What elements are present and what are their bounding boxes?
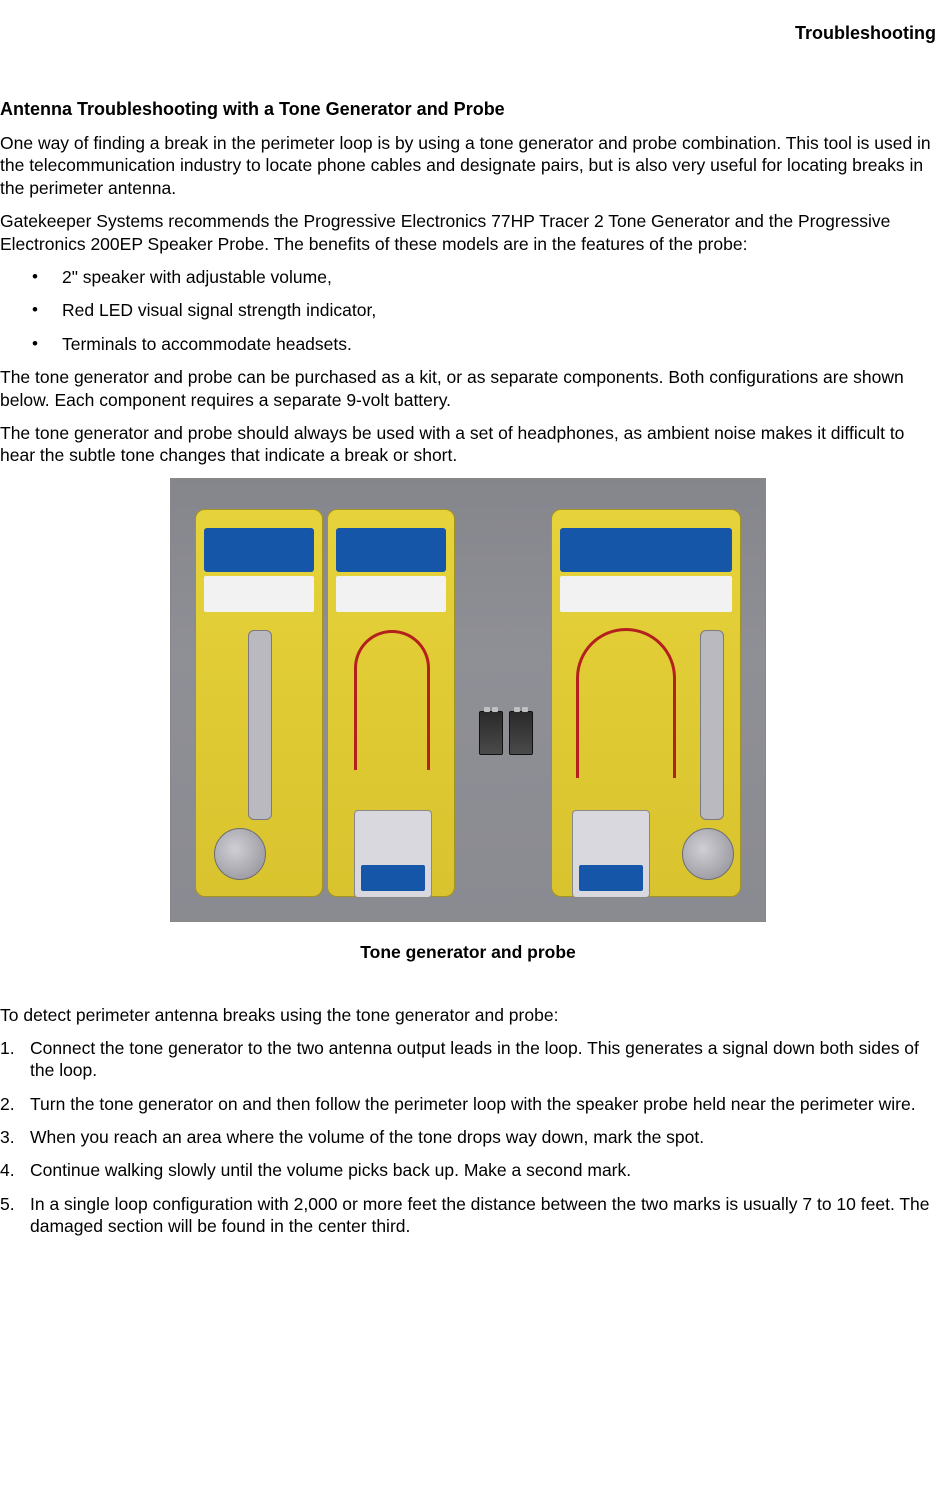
paragraph-intro: One way of finding a break in the perime… (0, 132, 936, 199)
step-item: Continue walking slowly until the volume… (0, 1159, 936, 1181)
feature-list: 2" speaker with adjustable volume, Red L… (0, 266, 936, 355)
main-content: Antenna Troubleshooting with a Tone Gene… (0, 98, 936, 1249)
feature-item: Red LED visual signal strength indicator… (0, 299, 936, 321)
feature-item: 2" speaker with adjustable volume, (0, 266, 936, 288)
step-item: When you reach an area where the volume … (0, 1126, 936, 1148)
step-item: Connect the tone generator to the two an… (0, 1037, 936, 1082)
paragraph-procedure-lead: To detect perimeter antenna breaks using… (0, 1004, 936, 1026)
figure-container: Tone generator and probe (0, 478, 936, 964)
paragraph-recommend: Gatekeeper Systems recommends the Progre… (0, 210, 936, 255)
step-item: In a single loop configuration with 2,00… (0, 1193, 936, 1238)
product-photo (170, 478, 766, 922)
section-heading: Antenna Troubleshooting with a Tone Gene… (0, 98, 936, 121)
figure-caption: Tone generator and probe (0, 941, 936, 963)
procedure-steps: Connect the tone generator to the two an… (0, 1037, 936, 1238)
feature-item: Terminals to accommodate headsets. (0, 333, 936, 355)
step-item: Turn the tone generator on and then foll… (0, 1093, 936, 1115)
paragraph-purchase: The tone generator and probe can be purc… (0, 366, 936, 411)
paragraph-headphones: The tone generator and probe should alwa… (0, 422, 936, 467)
header-section-title: Troubleshooting (795, 22, 936, 45)
